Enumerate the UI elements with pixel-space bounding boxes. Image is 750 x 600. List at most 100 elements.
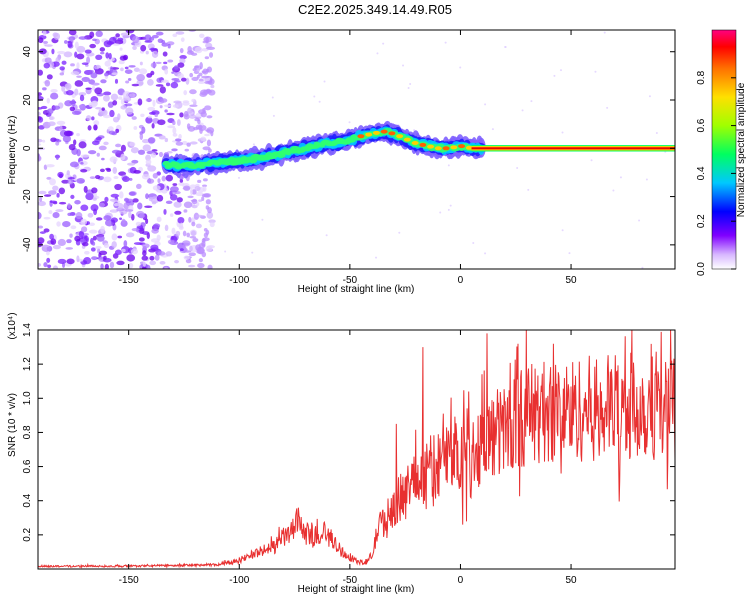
noise-blob [39,196,43,202]
noise-blob [86,56,91,64]
snr-panel: -150 -100 -50 0 50 0.2 0.4 0.6 0.8 1.0 1.2 1.4 Heig… [7,312,676,595]
noise-blob [165,200,173,204]
colorbar-label: Normalized spectral amplitude [736,82,747,217]
noise-blob [49,178,56,186]
noise-blob [133,126,138,130]
noise-blob [76,45,86,53]
noise-dot [382,42,385,45]
noise-blob [68,30,77,36]
noise-blob [196,202,200,206]
noise-blob [44,57,52,64]
noise-blob [128,65,136,68]
noise-blob [38,138,43,143]
noise-blob [38,116,44,123]
spectrogram-x-axis-label: Height of straight line (km) [298,284,415,295]
noise-blob [95,54,103,61]
noise-blob [64,40,68,44]
noise-blob [152,99,156,107]
noise-blob [142,138,150,144]
noise-blob [165,174,173,182]
noise-dot [559,69,562,72]
noise-blob [110,217,118,223]
noise-dot [251,251,254,254]
noise-blob [204,105,212,111]
noise-blob [195,183,200,187]
noise-blob [188,216,192,223]
noise-blob [180,77,187,82]
noise-blob [142,144,151,152]
noise-blob [176,119,181,126]
noise-blob [164,266,168,269]
noise-dot [375,256,378,259]
noise-blob [198,258,203,263]
noise-blob [110,193,120,198]
noise-dot [447,208,450,211]
noise-blob [46,97,50,104]
noise-dot [224,250,227,253]
noise-blob [103,114,111,119]
noise-blob [81,226,88,233]
noise-blob [75,212,83,220]
noise-blob [147,115,152,119]
noise-blob [131,213,135,221]
noise-blob [38,212,42,220]
noise-blob [205,199,211,205]
noise-blob [179,222,184,229]
noise-blob [155,84,164,87]
noise-blob [56,120,66,126]
noise-blob [90,247,96,252]
noise-blob [191,198,198,205]
noise-blob [95,106,102,110]
noise-blob [94,87,103,95]
noise-blob [164,109,168,113]
noise-blob [166,235,172,238]
noise-blob [117,113,121,121]
spectrogram-frame [37,29,676,270]
noise-blob [174,259,179,264]
noise-blob [167,43,171,49]
noise-dot [409,83,412,86]
noise-blob [69,106,76,112]
noise-blob [98,145,107,151]
noise-blob [197,179,202,184]
noise-blob [138,82,144,85]
noise-blob [78,141,87,149]
noise-blob [104,263,109,269]
noise-blob [99,47,106,52]
noise-dot [619,176,622,179]
noise-blob [156,216,162,223]
noise-blob [104,60,111,67]
noise-blob [105,52,110,59]
noise-blob [85,87,92,90]
noise-blob [152,172,158,179]
colorbar-tick-label: 0.8 [696,70,707,84]
noise-blob [175,141,184,146]
noise-blob [80,161,84,165]
y-tick-label: 20 [22,94,33,106]
noise-blob [195,214,204,218]
noise-blob [189,235,197,239]
noise-blob [136,183,142,190]
noise-dot [491,128,494,131]
noise-blob [92,235,97,241]
noise-blob [70,63,75,67]
noise-blob [83,233,89,236]
noise-dot [594,70,597,73]
noise-blob [141,255,149,261]
noise-blob [140,113,145,118]
noise-blob [129,141,136,147]
noise-blob [48,210,53,214]
noise-blob [178,134,182,140]
noise-blob [57,258,67,265]
noise-blob [151,228,159,234]
noise-blob [158,151,164,158]
noise-blob [195,124,203,130]
noise-blob [117,235,123,239]
noise-blob [38,107,43,110]
noise-dot [516,167,519,170]
noise-blob [150,152,157,158]
noise-blob [109,66,114,74]
noise-dot [325,234,328,237]
noise-blob [171,148,178,152]
noise-blob [140,44,147,52]
